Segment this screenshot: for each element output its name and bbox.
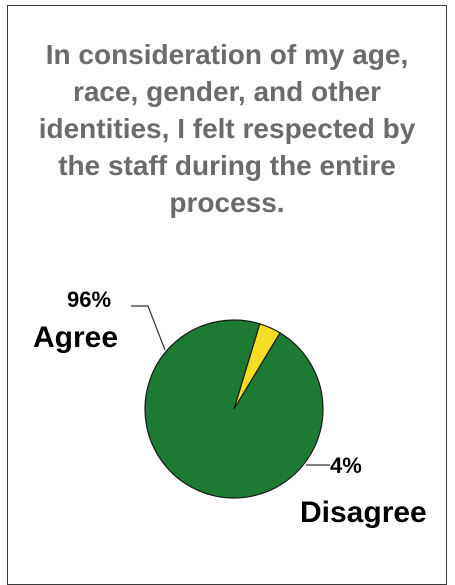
agree-category-label: Agree bbox=[33, 321, 118, 354]
disagree-percent-label: 4% bbox=[330, 453, 362, 478]
agree-percent-label: 96% bbox=[67, 287, 111, 312]
pie-slices bbox=[144, 319, 324, 499]
agree-leader-line bbox=[131, 305, 166, 351]
pie-slice-agree bbox=[144, 319, 324, 499]
disagree-category-label: Disagree bbox=[300, 496, 427, 529]
chart-title: In consideration of my age, race, gender… bbox=[38, 39, 416, 218]
pie-chart: 96% Agree 4% Disagree bbox=[33, 287, 427, 529]
